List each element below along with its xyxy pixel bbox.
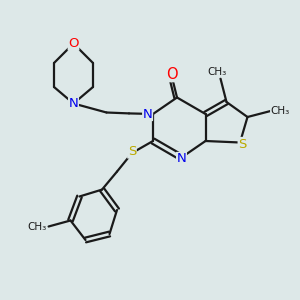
Text: S: S: [238, 137, 247, 151]
Text: CH₃: CH₃: [271, 106, 290, 116]
Text: N: N: [69, 97, 78, 110]
Text: N: N: [143, 107, 152, 121]
Text: O: O: [68, 37, 79, 50]
Text: CH₃: CH₃: [207, 67, 226, 77]
Text: N: N: [177, 152, 186, 166]
Text: S: S: [128, 145, 136, 158]
Text: O: O: [166, 67, 177, 82]
Text: CH₃: CH₃: [27, 221, 46, 232]
